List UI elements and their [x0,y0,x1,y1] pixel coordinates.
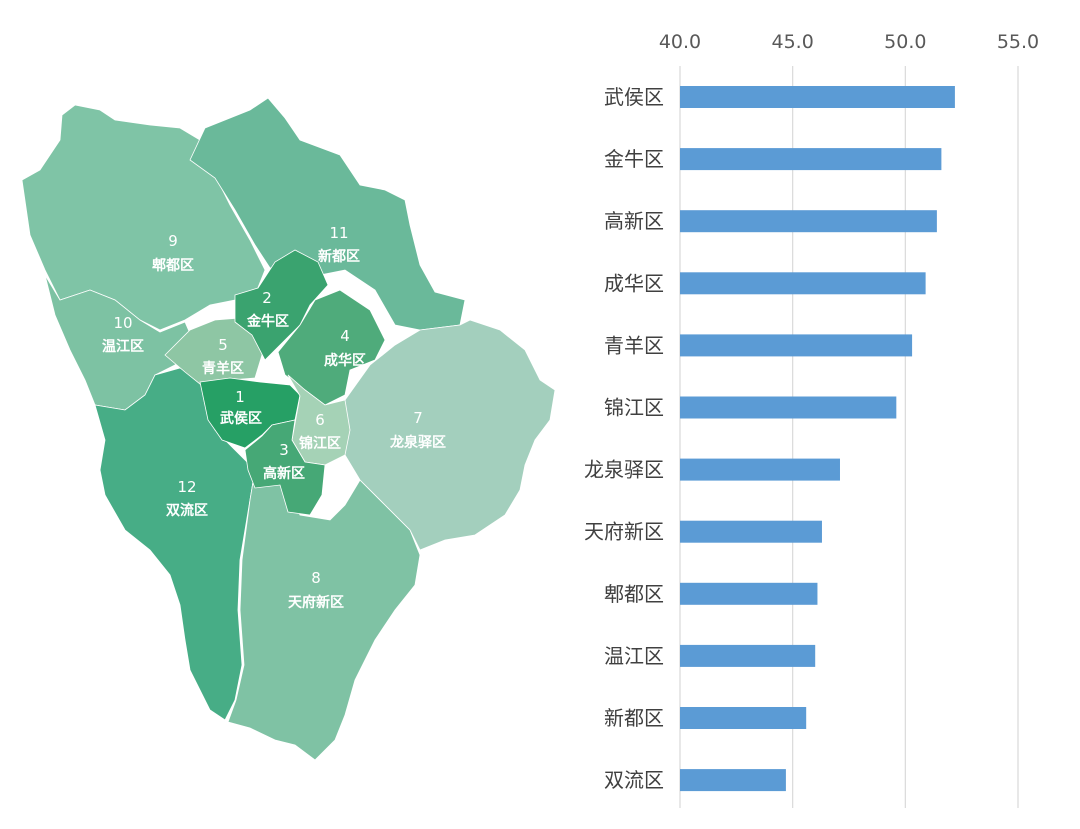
label-name-wuhou: 武侯区 [220,410,262,427]
label-name-jinniu: 金牛区 [246,313,289,330]
bar [680,644,816,667]
district-map: 1 武侯区 2 金牛区 3 高新区 4 成华区 5 青羊区 6 锦江区 7 龙泉… [21,97,556,761]
label-num-wuhou: 1 [235,388,245,406]
label-name-longquanyi: 龙泉驿区 [389,434,446,451]
bar [680,210,937,233]
district-tianfu[interactable] [227,469,421,761]
category-label: 锦江区 [604,396,664,420]
label-num-gaoxin: 3 [279,441,289,459]
bar [680,458,840,481]
map-canvas: 1 武侯区 2 金牛区 3 高新区 4 成华区 5 青羊区 6 锦江区 7 龙泉… [21,97,556,761]
district-longquanyi[interactable] [344,319,556,551]
label-name-gaoxin: 高新区 [263,465,305,482]
x-tick-label: 40.0 [659,31,701,53]
bar-chart-canvas: 40.0 45.0 50.0 55.0 武侯区金牛区高新区成华区青羊区锦江区龙泉驿区天府… [584,31,1039,808]
category-label: 武侯区 [604,85,664,109]
category-label: 青羊区 [604,333,664,357]
bar [680,272,926,295]
category-label: 金牛区 [604,147,664,171]
label-name-xindu: 新都区 [318,248,360,265]
label-name-shuangliu: 双流区 [166,502,208,519]
label-name-qingyang: 青羊区 [202,360,244,377]
label-name-pidu: 郫都区 [152,257,194,274]
district-jinniu[interactable] [234,249,329,361]
category-label: 郫都区 [604,582,664,606]
label-num-jinniu: 2 [262,289,272,307]
category-label: 温江区 [604,644,664,668]
label-name-wenjiang: 温江区 [102,338,144,355]
category-label: 龙泉驿区 [584,458,664,482]
bar [680,769,786,792]
district-gaoxin[interactable] [244,419,326,516]
bar [680,707,807,729]
category-label: 高新区 [604,209,664,233]
bar [680,86,955,108]
bar [680,334,913,357]
label-num-shuangliu: 12 [177,478,196,496]
label-num-tianfu: 8 [311,569,321,587]
bar [680,396,897,419]
category-label: 天府新区 [584,520,664,544]
x-tick-label: 55.0 [997,31,1039,53]
district-jinjiang[interactable] [287,374,351,466]
label-name-chenghua: 成华区 [324,352,366,369]
district-chenghua[interactable] [277,289,386,406]
label-num-wenjiang: 10 [113,314,132,332]
x-tick-label: 50.0 [884,31,926,53]
label-name-jinjiang: 锦江区 [299,435,341,452]
label-name-tianfu: 天府新区 [288,594,344,611]
x-tick-label: 45.0 [772,31,814,53]
label-num-longquanyi: 7 [413,409,423,427]
bar [680,520,822,543]
bar [680,148,942,171]
category-label: 新都区 [604,706,664,730]
label-num-chenghua: 4 [340,327,350,345]
label-num-jinjiang: 6 [315,411,325,429]
label-num-xindu: 11 [329,224,348,242]
label-num-pidu: 9 [168,232,178,250]
district-wenjiang[interactable] [44,274,196,411]
bar-chart: 40.0 45.0 50.0 55.0 武侯区金牛区高新区成华区青羊区锦江区龙泉驿区天府… [560,0,1080,829]
category-label: 成华区 [604,271,664,295]
label-num-qingyang: 5 [218,336,228,354]
bar [680,582,818,605]
map-labels: 1 武侯区 2 金牛区 3 高新区 4 成华区 5 青羊区 6 锦江区 7 龙泉… [102,224,446,611]
category-label: 双流区 [604,768,664,792]
